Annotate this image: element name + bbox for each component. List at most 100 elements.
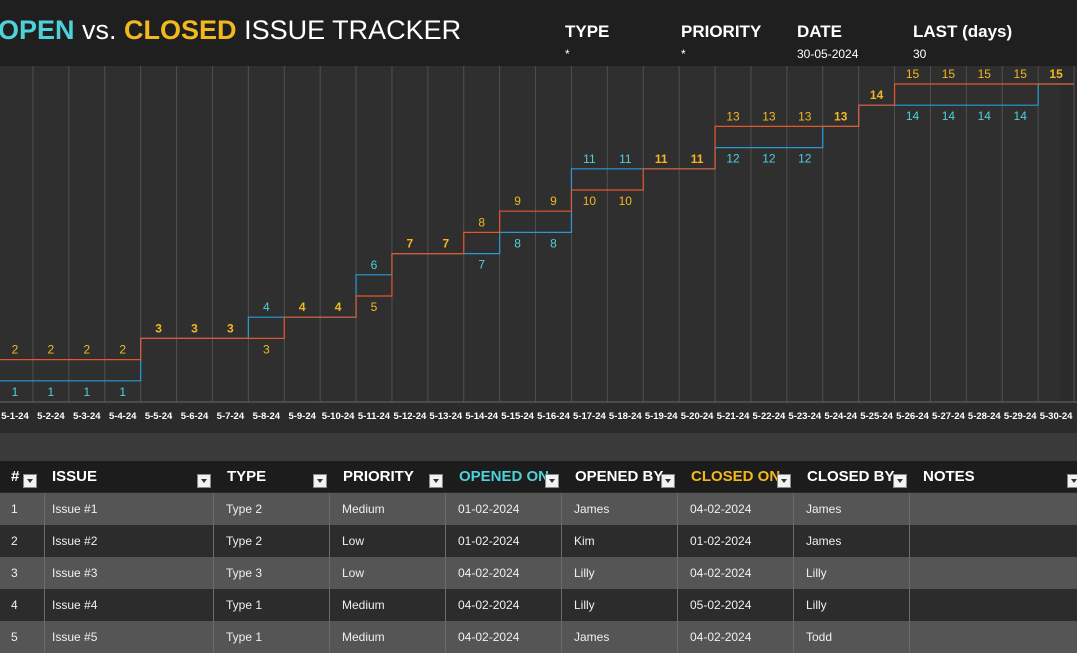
col-header-num: # [11,468,20,485]
cell-num[interactable]: 4 [11,598,18,612]
x-tick-label: 5-21-24 [717,411,750,422]
cell-opened-by[interactable]: James [574,630,610,644]
cell-closed-by[interactable]: Todd [806,630,833,644]
table-row[interactable]: 5 Issue #5 Type 1 Medium 04-02-2024 James 04-0… [0,621,1077,653]
x-tick-label: 5-24-24 [824,411,857,422]
cell-closed-on[interactable]: 04-02-2024 [690,502,752,516]
filter-date[interactable]: DATE 30-05-2024 [797,22,858,61]
data-label-opened: 1 [48,385,55,399]
cell-closed-on[interactable]: 04-02-2024 [690,630,752,644]
filter-type[interactable]: TYPE * [565,22,609,61]
cell-type[interactable]: Type 1 [226,598,263,612]
filter-priority[interactable]: PRIORITY * [681,22,761,61]
x-tick-label: 5-26-24 [896,411,929,422]
cell-closed-on[interactable]: 01-02-2024 [690,534,752,548]
filter-dropdown-num[interactable] [23,474,37,488]
column-divider [793,589,794,621]
cell-num[interactable]: 2 [11,534,18,548]
data-label-opened: 14 [942,109,956,123]
data-label-closed: 13 [798,109,812,123]
spacer-band [0,433,1077,461]
cell-type[interactable]: Type 2 [226,534,263,548]
filter-dropdown-type[interactable] [313,474,327,488]
cell-type[interactable]: Type 3 [226,566,263,580]
x-tick-label: 5-20-24 [681,411,714,422]
cell-issue[interactable]: Issue #1 [52,502,98,516]
cell-closed-on[interactable]: 05-02-2024 [690,598,752,612]
data-label-closed: 9 [550,194,557,208]
data-label-opened: 14 [1014,109,1028,123]
cell-type[interactable]: Type 2 [226,502,263,516]
column-divider [44,525,45,557]
table-header: # ISSUE TYPE PRIORITY OPENED ON OPENED B… [0,461,1077,492]
data-label-opened: 3 [227,321,234,335]
data-label-opened: 12 [762,152,776,166]
cell-closed-on[interactable]: 04-02-2024 [690,566,752,580]
column-divider [909,493,910,525]
table-row[interactable]: 3 Issue #3 Type 3 Low 04-02-2024 Lilly 04-02-2… [0,557,1077,589]
filter-last-days[interactable]: LAST (days) 30 [913,22,1012,61]
filter-priority-label: PRIORITY [681,22,762,41]
data-label-closed: 15 [1014,67,1028,81]
cell-priority[interactable]: Medium [342,630,385,644]
cell-opened-by[interactable]: Lilly [574,566,595,580]
data-label-opened: 4 [299,300,306,314]
data-label-opened: 12 [726,152,740,166]
table-row[interactable]: 4 Issue #4 Type 1 Medium 04-02-2024 Lilly 05-0… [0,589,1077,621]
cell-issue[interactable]: Issue #4 [52,598,98,612]
filter-priority-value[interactable]: * [681,47,686,61]
cell-opened-by[interactable]: Lilly [574,598,595,612]
cell-closed-by[interactable]: Lilly [806,566,827,580]
cell-num[interactable]: 5 [11,630,18,644]
filter-dropdown-closed-on[interactable] [777,474,791,488]
data-label-closed: 2 [83,343,90,357]
cell-closed-by[interactable]: Lilly [806,598,827,612]
cell-opened-on[interactable]: 01-02-2024 [458,534,520,548]
column-divider [793,621,794,653]
x-tick-label: 5-7-24 [217,411,245,422]
cell-opened-by[interactable]: Kim [574,534,595,548]
filter-dropdown-notes[interactable] [1067,474,1077,488]
cell-priority[interactable]: Low [342,534,365,548]
x-tick-label: 5-5-24 [145,411,173,422]
cell-opened-on[interactable]: 04-02-2024 [458,566,520,580]
filter-dropdown-closed-by[interactable] [893,474,907,488]
data-label-opened: 4 [335,300,342,314]
cell-closed-by[interactable]: James [806,502,842,516]
cell-closed-by[interactable]: James [806,534,842,548]
column-divider [445,621,446,653]
filter-dropdown-opened-by[interactable] [661,474,675,488]
x-tick-label: 5-28-24 [968,411,1001,422]
filter-date-value[interactable]: 30-05-2024 [797,47,859,61]
cell-num[interactable]: 3 [11,566,18,580]
data-label-closed: 10 [619,194,633,208]
cell-opened-on[interactable]: 01-02-2024 [458,502,520,516]
data-label-closed: 3 [263,342,270,356]
data-label-opened: 11 [619,152,632,166]
cell-issue[interactable]: Issue #3 [52,566,98,580]
cell-issue[interactable]: Issue #2 [52,534,98,548]
column-divider [213,557,214,589]
cell-opened-on[interactable]: 04-02-2024 [458,630,520,644]
filter-last-days-value[interactable]: 30 [913,47,927,61]
col-header-closed-on: CLOSED ON [691,468,781,485]
cell-priority[interactable]: Low [342,566,365,580]
filter-dropdown-issue[interactable] [197,474,211,488]
table-row[interactable]: 1 Issue #1 Type 2 Medium 01-02-2024 James 04-0… [0,493,1077,525]
column-divider [793,557,794,589]
cell-type[interactable]: Type 1 [226,630,263,644]
cell-num[interactable]: 1 [11,502,18,516]
filter-dropdown-opened-on[interactable] [545,474,559,488]
column-divider [909,589,910,621]
filter-dropdown-priority[interactable] [429,474,443,488]
cell-issue[interactable]: Issue #5 [52,630,98,644]
cell-priority[interactable]: Medium [342,502,385,516]
cell-priority[interactable]: Medium [342,598,385,612]
table-row[interactable]: 2 Issue #2 Type 2 Low 01-02-2024 Kim 01-02-202… [0,525,1077,557]
cell-opened-on[interactable]: 04-02-2024 [458,598,520,612]
column-divider [445,493,446,525]
data-label-opened: 11 [691,152,704,166]
filter-type-value[interactable]: * [565,47,570,61]
cell-opened-by[interactable]: James [574,502,610,516]
column-divider [44,621,45,653]
